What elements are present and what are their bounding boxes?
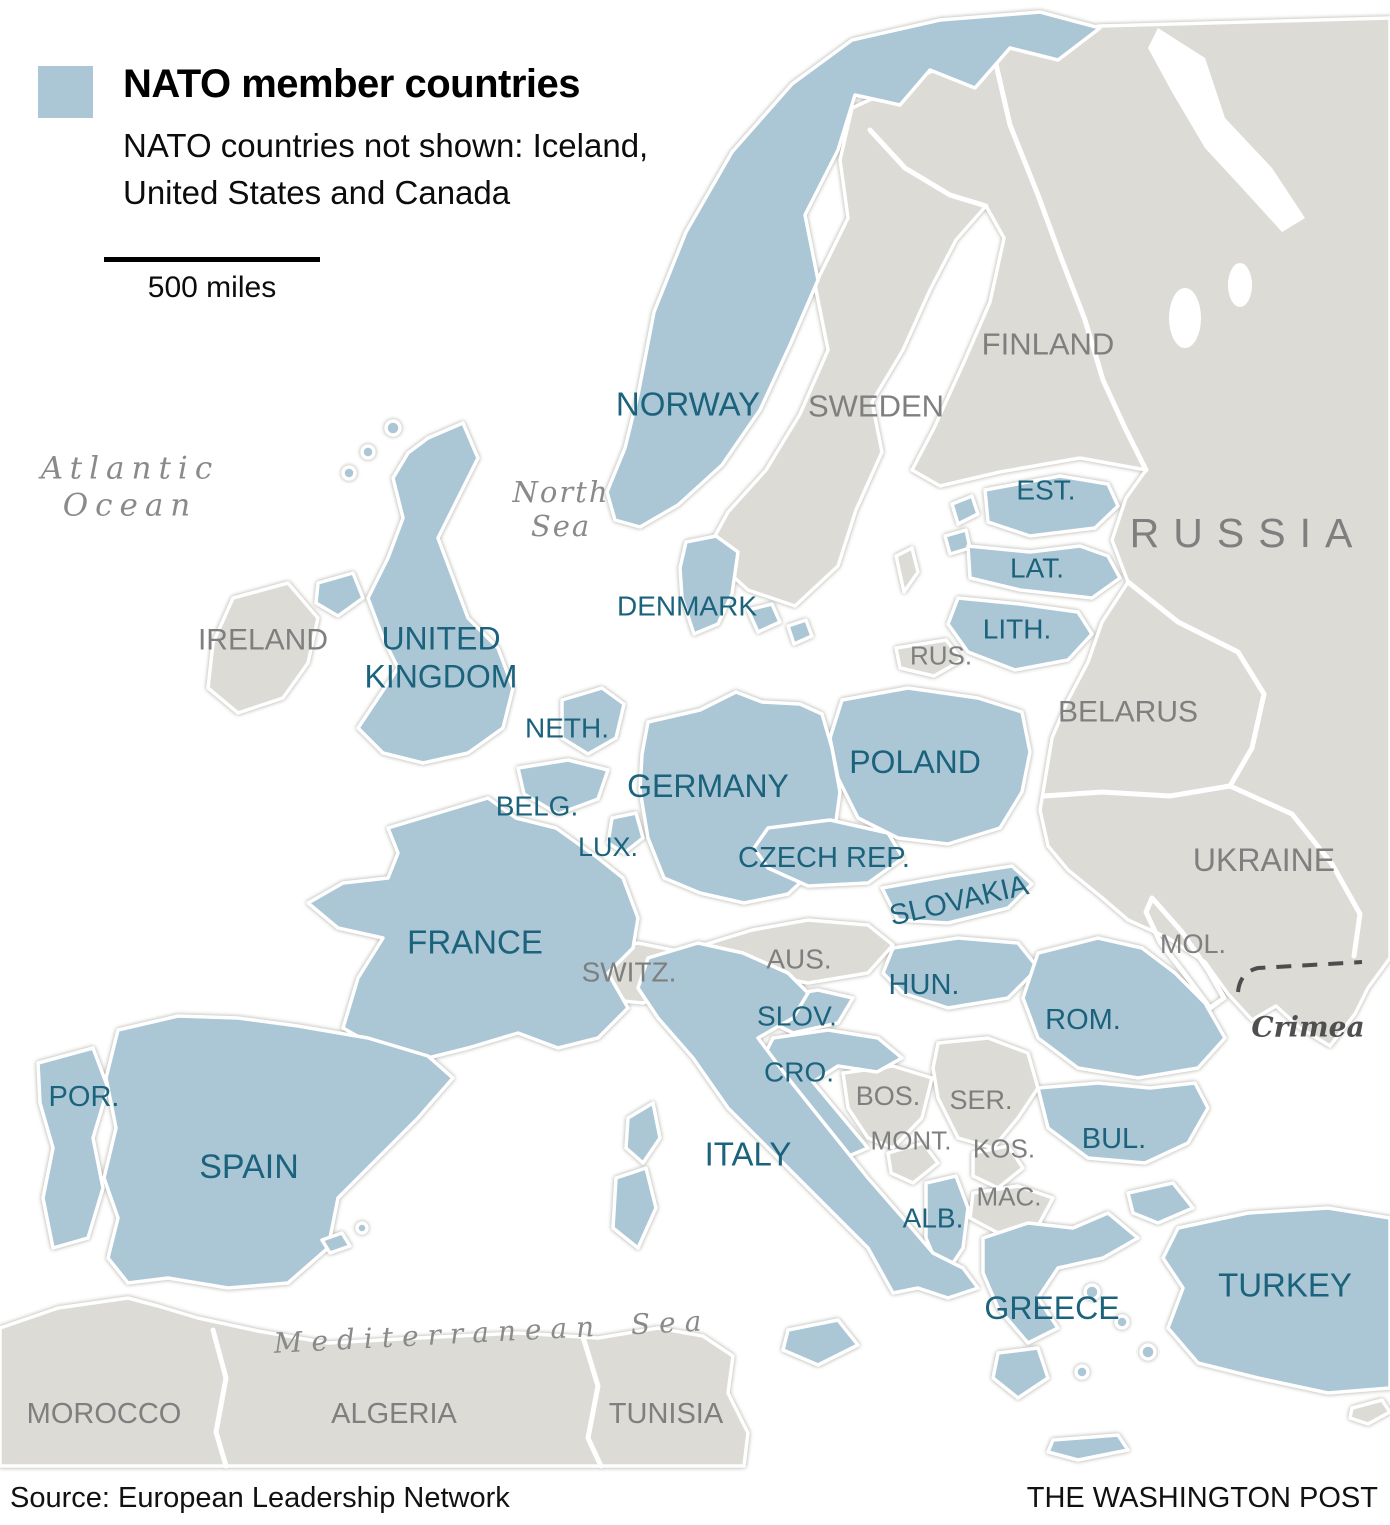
- lake-onega: [1228, 263, 1252, 307]
- greek-island: [1139, 1343, 1157, 1361]
- island-zealand: [746, 602, 782, 634]
- scottish-isle: [384, 419, 402, 437]
- scottish-isle: [360, 444, 376, 460]
- country-hungary: [881, 936, 1040, 1010]
- scale-bar-line: [104, 256, 320, 262]
- country-ireland: [206, 581, 320, 715]
- country-belgium: [516, 758, 610, 816]
- island-crete: [1046, 1433, 1130, 1462]
- legend-subtitle: NATO countries not shown: Iceland, Unite…: [123, 127, 649, 211]
- country-kosovo: [971, 1144, 1025, 1190]
- border-russia-ukraine: [1227, 783, 1363, 959]
- source-credit: Source: European Leadership Network: [10, 1482, 510, 1514]
- country-united-kingdom: [356, 421, 515, 765]
- country-france: [306, 796, 640, 1060]
- footer: Source: European Leadership Network THE …: [10, 1482, 1378, 1515]
- border-morocco-algeria: [210, 1327, 229, 1469]
- island-sardinia: [611, 1166, 658, 1250]
- greek-island: [1114, 1314, 1130, 1330]
- region-turkish-thrace: [1126, 1181, 1195, 1225]
- country-albania: [924, 1174, 970, 1280]
- country-kaliningrad: [894, 638, 964, 678]
- country-lithuania: [946, 596, 1094, 672]
- country-bulgaria: [1036, 1081, 1210, 1165]
- nato-color-swatch: [38, 66, 93, 118]
- country-turkey: [1161, 1206, 1390, 1395]
- island-menorca: [355, 1221, 369, 1235]
- country-slovakia: [880, 864, 1034, 925]
- border-algeria-tunisia: [580, 1334, 604, 1469]
- country-greece: [981, 1211, 1140, 1345]
- crimea-dashed-line: [1236, 960, 1363, 993]
- border-russia-belarus: [1125, 579, 1267, 789]
- region-north-africa: [0, 1296, 750, 1468]
- island-funen: [786, 618, 814, 646]
- legend-title: NATO member countries: [123, 62, 581, 106]
- lake-ladoga: [1169, 288, 1201, 348]
- border-moldova: [1143, 895, 1227, 1011]
- country-portugal: [36, 1046, 110, 1250]
- country-montenegro: [886, 1141, 940, 1185]
- country-italy: [636, 941, 980, 1300]
- country-spain: [102, 1014, 455, 1290]
- country-czech-republic: [752, 818, 905, 888]
- country-bosnia: [841, 1064, 934, 1150]
- island-saaremaa: [950, 494, 980, 526]
- scottish-isle: [341, 465, 357, 481]
- island-sicily: [781, 1318, 860, 1367]
- country-estonia: [983, 474, 1120, 538]
- country-norway: [605, 10, 1102, 529]
- greek-island: [1074, 1364, 1090, 1380]
- island-mallorca: [320, 1231, 352, 1255]
- country-poland: [828, 686, 1032, 846]
- region-northern-ireland: [314, 571, 365, 618]
- border-sweden-finland: [867, 127, 989, 209]
- country-cyprus: [1348, 1398, 1390, 1426]
- country-netherlands: [560, 686, 626, 756]
- scale-bar-label: 500 miles: [147, 270, 277, 304]
- island-gotland: [894, 546, 920, 594]
- scale-bar: 500 miles: [104, 256, 320, 305]
- country-luxembourg: [606, 811, 645, 855]
- country-serbia: [931, 1036, 1040, 1150]
- publisher-credit: THE WASHINGTON POST: [1026, 1482, 1378, 1514]
- land-layer: [0, 10, 1390, 1469]
- country-denmark: [678, 534, 740, 636]
- white-sea: [1148, 28, 1305, 232]
- island-corsica: [624, 1101, 662, 1165]
- legend: NATO member countries NATO countries not…: [38, 62, 648, 305]
- country-romania: [1021, 936, 1227, 1080]
- border-finland-russia: [992, 57, 1149, 473]
- border-belarus-ukraine: [1041, 783, 1233, 799]
- country-latvia: [966, 544, 1122, 600]
- island-hiiumaa: [943, 528, 972, 556]
- region-peloponnese: [991, 1346, 1050, 1400]
- greek-island: [1083, 1283, 1101, 1301]
